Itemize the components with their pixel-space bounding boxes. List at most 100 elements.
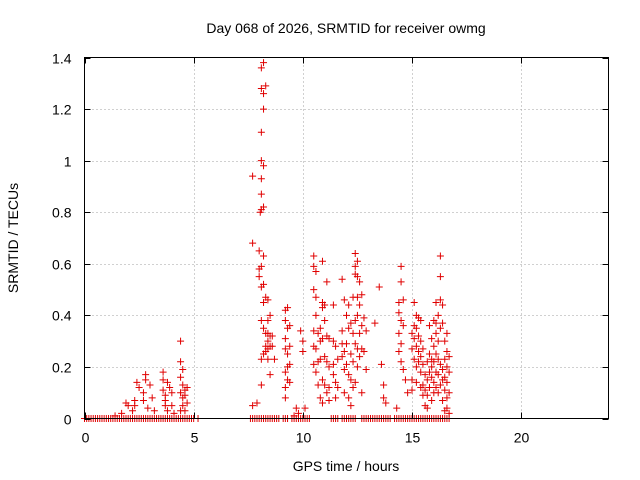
data-point <box>415 332 423 340</box>
data-point <box>286 342 294 350</box>
chart-title: Day 068 of 2026, SRMTID for receiver owm… <box>206 20 485 36</box>
data-point <box>325 363 333 371</box>
data-point <box>353 363 361 371</box>
data-point <box>148 394 156 402</box>
data-point <box>430 378 438 386</box>
y-tick-label: 0.6 <box>52 257 72 273</box>
data-point <box>318 257 326 265</box>
data-point <box>397 278 405 286</box>
data-point <box>329 360 337 368</box>
data-point <box>264 317 272 325</box>
data-point <box>281 368 289 376</box>
data-point <box>356 353 364 361</box>
data-point <box>332 394 340 402</box>
data-point <box>351 378 359 386</box>
data-point <box>312 293 320 301</box>
data-point <box>166 384 174 392</box>
data-point <box>179 402 187 410</box>
data-point <box>380 394 388 402</box>
data-point <box>349 384 357 392</box>
data-point <box>310 252 318 260</box>
data-point <box>318 399 326 407</box>
data-point <box>325 335 333 343</box>
data-point <box>428 335 436 343</box>
data-point <box>349 329 357 337</box>
data-point <box>353 257 361 265</box>
data-point <box>260 105 268 113</box>
data-point <box>395 309 403 317</box>
data-point <box>321 301 329 309</box>
data-point <box>423 404 431 412</box>
data-point <box>257 64 265 72</box>
data-point <box>436 360 444 368</box>
data-point <box>286 360 294 368</box>
data-point <box>382 399 390 407</box>
data-point <box>408 329 416 337</box>
data-point <box>142 376 150 384</box>
data-point <box>436 296 444 304</box>
data-point <box>439 366 447 374</box>
data-point <box>436 252 444 260</box>
data-point <box>260 280 268 288</box>
data-point <box>356 278 364 286</box>
data-point <box>284 304 292 312</box>
data-point <box>329 301 337 309</box>
data-point <box>362 366 370 374</box>
data-point <box>434 355 442 363</box>
data-point <box>310 360 318 368</box>
data-point <box>345 301 353 309</box>
data-point <box>434 311 442 319</box>
data-point <box>393 404 401 412</box>
plot-frame <box>84 57 609 419</box>
data-point <box>329 371 337 379</box>
data-point <box>441 337 449 345</box>
data-point <box>144 404 152 412</box>
data-point <box>255 273 263 281</box>
data-point <box>419 381 427 389</box>
data-point <box>159 376 167 384</box>
data-point <box>419 345 427 353</box>
x-tick-label: 20 <box>514 430 530 446</box>
data-point <box>358 322 366 330</box>
data-point <box>343 340 350 348</box>
data-point <box>314 329 322 337</box>
data-point <box>318 335 326 343</box>
data-point <box>395 329 403 337</box>
data-point <box>257 355 265 363</box>
data-point <box>351 249 359 257</box>
data-point <box>281 317 289 325</box>
data-point <box>425 384 433 392</box>
data-point <box>338 353 346 361</box>
data-point <box>183 384 191 392</box>
data-point <box>312 311 320 319</box>
data-point <box>417 353 425 361</box>
data-point <box>139 396 147 404</box>
y-tick-label: 0.8 <box>52 205 72 221</box>
data-point <box>260 252 268 260</box>
data-point <box>430 358 438 366</box>
data-point <box>443 404 451 412</box>
y-tick-label: 1 <box>64 154 72 170</box>
data-point <box>351 317 359 325</box>
data-point <box>412 378 420 386</box>
data-point <box>421 386 429 394</box>
data-point <box>397 262 405 270</box>
data-point <box>345 394 353 402</box>
data-point <box>351 262 359 270</box>
data-point <box>179 381 187 389</box>
data-point <box>286 322 294 330</box>
data-point <box>343 311 350 319</box>
data-point <box>257 381 265 389</box>
data-point <box>356 301 364 309</box>
data-point <box>347 319 355 327</box>
data-point <box>408 345 416 353</box>
data-point <box>316 324 324 332</box>
data-point <box>133 378 141 386</box>
data-point <box>340 296 348 304</box>
data-point <box>443 394 451 402</box>
data-point <box>345 324 353 332</box>
data-point <box>177 373 185 381</box>
data-point <box>412 363 420 371</box>
data-point <box>257 262 265 270</box>
data-point <box>428 363 436 371</box>
